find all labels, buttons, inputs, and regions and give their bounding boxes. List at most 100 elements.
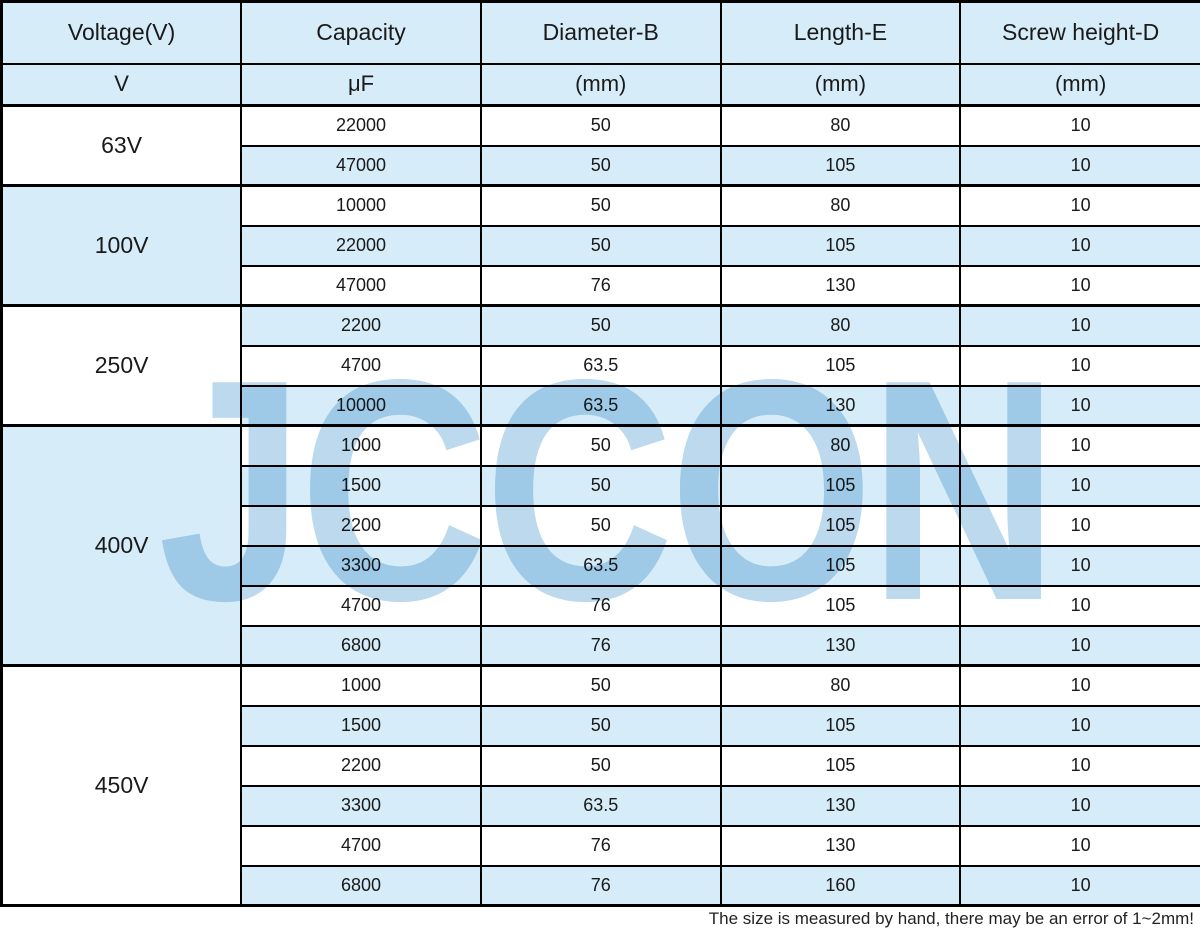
cell-capacity: 3300 [240,544,482,587]
table-row: 22000 50 105 10 [2,224,1200,267]
table-header: Voltage(V) Capacity Diameter-B Length-E Scre… [0,0,1200,107]
table-body: 63V 22000 50 80 10 47000 50 105 10 100V 10000 50 80 1… [0,104,1200,907]
table-row: 2200 50 105 10 [2,504,1200,547]
voltage-group-cell: 63V [0,104,243,187]
cell-diameter-b: 50 [479,504,722,547]
cell-length-e: 105 [719,744,962,787]
cell-length-e: 80 [719,304,962,347]
cell-capacity: 3300 [240,784,482,827]
cell-diameter-b: 50 [479,744,722,787]
cell-length-e: 80 [719,104,962,147]
table-row: 4700 76 130 10 [2,824,1200,867]
table-row: 3300 63.5 130 10 [2,784,1200,827]
cell-capacity: 6800 [240,864,482,907]
cell-screw-height-d: 10 [959,784,1200,827]
cell-length-e: 130 [719,384,962,427]
column-header-diameter-b: Diameter-B [479,0,722,65]
cell-length-e: 130 [719,624,962,667]
table-row: 2200 50 105 10 [2,744,1200,787]
cell-capacity: 10000 [240,184,482,227]
cell-capacity: 47000 [240,264,482,307]
cell-diameter-b: 50 [479,424,722,467]
table-row: 47000 76 130 10 [2,264,1200,307]
cell-screw-height-d: 10 [959,344,1200,387]
cell-screw-height-d: 10 [959,464,1200,507]
cell-diameter-b: 63.5 [479,384,722,427]
cell-screw-height-d: 10 [959,504,1200,547]
cell-diameter-b: 63.5 [479,544,722,587]
unit-header-screw-height-d: (mm) [959,62,1200,107]
cell-diameter-b: 50 [479,704,722,747]
cell-capacity: 1000 [240,664,482,707]
cell-screw-height-d: 10 [959,384,1200,427]
table-row: 4700 63.5 105 10 [2,344,1200,387]
cell-length-e: 105 [719,144,962,187]
table-row: 400V 1000 50 80 10 [0,424,1200,667]
column-header-capacity: Capacity [240,0,482,65]
cell-length-e: 160 [719,864,962,907]
cell-capacity: 2200 [240,304,482,347]
cell-diameter-b: 63.5 [479,784,722,827]
voltage-group-cell: 400V [0,424,243,667]
cell-diameter-b: 63.5 [479,344,722,387]
cell-screw-height-d: 10 [959,104,1200,147]
table-row: 1500 50 105 10 [2,704,1200,747]
cell-screw-height-d: 10 [959,704,1200,747]
table-row: 450V 1000 50 80 10 [0,664,1200,907]
cell-capacity: 1500 [240,464,482,507]
cell-diameter-b: 76 [479,864,722,907]
voltage-group-cell: 100V [0,184,243,307]
cell-diameter-b: 50 [479,104,722,147]
footer-note: The size is measured by hand, there may … [708,909,1194,928]
cell-length-e: 80 [719,664,962,707]
cell-diameter-b: 50 [479,224,722,267]
cell-diameter-b: 50 [479,464,722,507]
cell-capacity: 4700 [240,584,482,627]
cell-screw-height-d: 10 [959,544,1200,587]
cell-length-e: 105 [719,704,962,747]
table-row: 1500 50 105 10 [2,464,1200,507]
cell-capacity: 4700 [240,824,482,867]
cell-screw-height-d: 10 [959,624,1200,667]
table-row: 250V 2200 50 80 10 [0,304,1200,427]
cell-capacity: 10000 [240,384,482,427]
cell-screw-height-d: 10 [959,424,1200,467]
cell-screw-height-d: 10 [959,584,1200,627]
cell-screw-height-d: 10 [959,664,1200,707]
column-header-voltage: Voltage(V) [0,0,243,65]
cell-capacity: 1500 [240,704,482,747]
table-row: 6800 76 160 10 [2,864,1200,907]
cell-length-e: 130 [719,784,962,827]
cell-diameter-b: 50 [479,664,722,707]
cell-capacity: 2200 [240,504,482,547]
cell-screw-height-d: 10 [959,824,1200,867]
cell-length-e: 130 [719,264,962,307]
cell-capacity: 4700 [240,344,482,387]
unit-header-capacity: μF [240,62,482,107]
cell-length-e: 105 [719,344,962,387]
table-row: 47000 50 105 10 [2,144,1200,187]
cell-screw-height-d: 10 [959,224,1200,267]
cell-screw-height-d: 10 [959,184,1200,227]
cell-length-e: 80 [719,424,962,467]
table-row: 3300 63.5 105 10 [2,544,1200,587]
cell-length-e: 105 [719,504,962,547]
cell-diameter-b: 76 [479,824,722,867]
unit-header-diameter-b: (mm) [479,62,722,107]
cell-length-e: 130 [719,824,962,867]
cell-capacity: 47000 [240,144,482,187]
cell-screw-height-d: 10 [959,744,1200,787]
cell-capacity: 1000 [240,424,482,467]
capacitor-spec-table: Voltage(V) Capacity Diameter-B Length-E Scre… [0,0,1200,907]
cell-diameter-b: 76 [479,584,722,627]
cell-screw-height-d: 10 [959,144,1200,187]
cell-diameter-b: 76 [479,624,722,667]
table-row: 10000 63.5 130 10 [2,384,1200,427]
cell-capacity: 2200 [240,744,482,787]
cell-diameter-b: 50 [479,144,722,187]
column-header-length-e: Length-E [719,0,962,65]
cell-screw-height-d: 10 [959,304,1200,347]
voltage-group-cell: 250V [0,304,243,427]
